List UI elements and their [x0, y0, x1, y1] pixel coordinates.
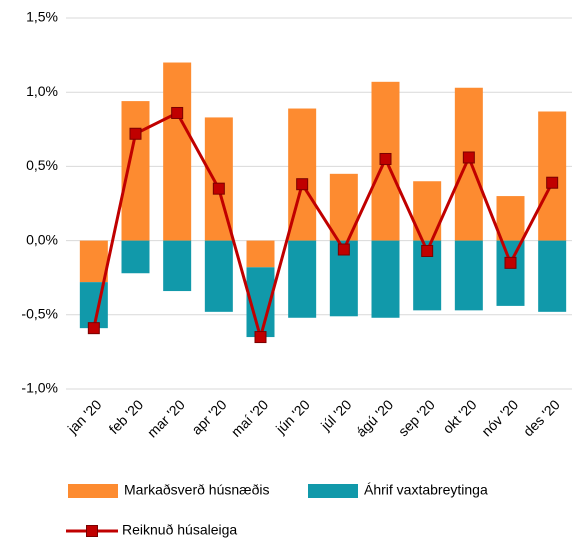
- legend-label: Markaðsverð húsnæðis: [124, 482, 270, 498]
- line-marker: [379, 152, 392, 165]
- bar: [496, 240, 525, 306]
- bar: [538, 111, 567, 241]
- line-marker: [254, 331, 267, 344]
- line-marker: [462, 151, 475, 164]
- y-tick-label: -1,0%: [21, 380, 58, 396]
- legend-marker: [86, 525, 98, 537]
- bar: [496, 196, 525, 241]
- x-tick-label: ágú '20: [353, 396, 397, 440]
- y-tick-label: 1,5%: [26, 9, 58, 25]
- bar: [538, 240, 567, 312]
- bar: [371, 240, 400, 318]
- bar: [121, 240, 150, 274]
- y-tick-label: 1,0%: [26, 83, 58, 99]
- x-tick-label: nóv '20: [478, 396, 521, 439]
- x-tick-label: júl '20: [317, 396, 355, 434]
- bar: [246, 240, 275, 268]
- x-tick-label: sep '20: [395, 396, 438, 439]
- x-tick-label: jan '20: [64, 396, 105, 437]
- legend-swatch: [308, 484, 358, 498]
- line-marker: [87, 322, 100, 335]
- legend-swatch: [68, 484, 118, 498]
- legend-label: Reiknuð húsaleiga: [122, 522, 237, 538]
- line-marker: [296, 178, 309, 191]
- bar: [454, 87, 483, 241]
- y-tick-label: -0,5%: [21, 306, 58, 322]
- line-marker: [212, 182, 225, 195]
- bar: [204, 240, 233, 312]
- x-tick-label: feb '20: [106, 396, 147, 437]
- line-marker: [546, 176, 559, 189]
- x-tick-label: maí '20: [228, 396, 272, 440]
- bar: [163, 240, 192, 292]
- bar: [288, 240, 317, 318]
- x-tick-label: apr '20: [188, 396, 229, 437]
- line-marker: [337, 243, 350, 256]
- x-tick-label: jún '20: [272, 396, 313, 437]
- y-tick-label: 0,0%: [26, 231, 58, 247]
- x-tick-label: mar '20: [144, 396, 188, 440]
- line-marker: [421, 244, 434, 257]
- line-marker: [171, 106, 184, 119]
- line-marker: [129, 127, 142, 140]
- x-tick-label: des '20: [520, 396, 563, 439]
- bar: [454, 240, 483, 311]
- x-tick-label: okt '20: [439, 396, 479, 436]
- bar: [163, 62, 192, 241]
- y-tick-label: 0,5%: [26, 157, 58, 173]
- legend-label: Áhrif vaxtabreytinga: [364, 482, 488, 498]
- line-marker: [504, 256, 517, 269]
- line: [92, 110, 554, 343]
- bar: [121, 101, 150, 241]
- bar: [79, 240, 108, 283]
